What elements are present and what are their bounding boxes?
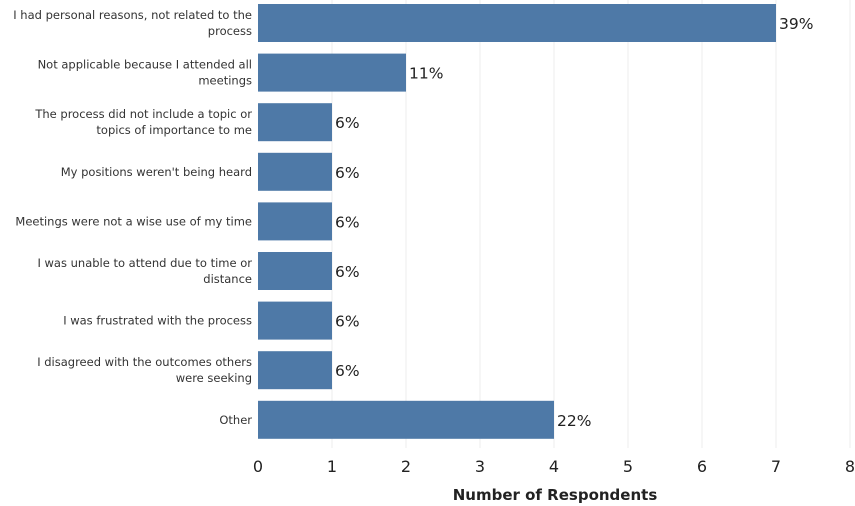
bars [258,4,776,439]
bar [258,202,332,241]
data-label: 6% [335,263,360,281]
x-tick-label: 6 [697,457,707,476]
x-tick-label: 2 [401,457,411,476]
category-label: I disagreed with the outcomes others were… [37,355,252,385]
category-label: I was frustrated with the process [63,314,252,328]
x-tick-label: 1 [327,457,337,476]
category-labels: I had personal reasons, not related to t… [13,8,252,427]
bar [258,351,332,390]
category-label: Meetings were not a wise use of my time [15,214,252,228]
bar [258,301,332,340]
data-label: 6% [335,213,360,231]
x-tick-label: 8 [845,457,855,476]
data-label: 6% [335,164,360,182]
x-tick-label: 4 [549,457,559,476]
x-axis-title: Number of Respondents [453,486,658,504]
data-label: 6% [335,362,360,380]
x-tick-label: 7 [771,457,781,476]
x-tick-label: 5 [623,457,633,476]
bar [258,103,332,142]
bar [258,53,406,92]
bar [258,4,776,42]
category-label: I had personal reasons, not related to t… [13,8,252,38]
bar [258,152,332,191]
bar [258,400,554,439]
category-label: Other [219,413,252,427]
bar [258,252,332,290]
data-label: 22% [557,412,591,430]
data-labels: 39% 11% 6% 6% 6% 6% 6% 6% 22% [335,15,813,430]
category-label: The process did not include a topic or to… [34,107,252,137]
x-tick-label: 3 [475,457,485,476]
data-label: 39% [779,15,813,33]
x-tick-label: 0 [253,457,263,476]
category-label: Not applicable because I attended all mee… [38,58,252,88]
category-label: My positions weren't being heard [61,165,252,179]
data-label: 11% [409,65,443,83]
category-label: I was unable to attend due to time or dis… [37,256,252,286]
data-label: 6% [335,114,360,132]
data-label: 6% [335,313,360,331]
x-axis-ticks: 0 1 2 3 4 5 6 7 8 [253,457,855,476]
